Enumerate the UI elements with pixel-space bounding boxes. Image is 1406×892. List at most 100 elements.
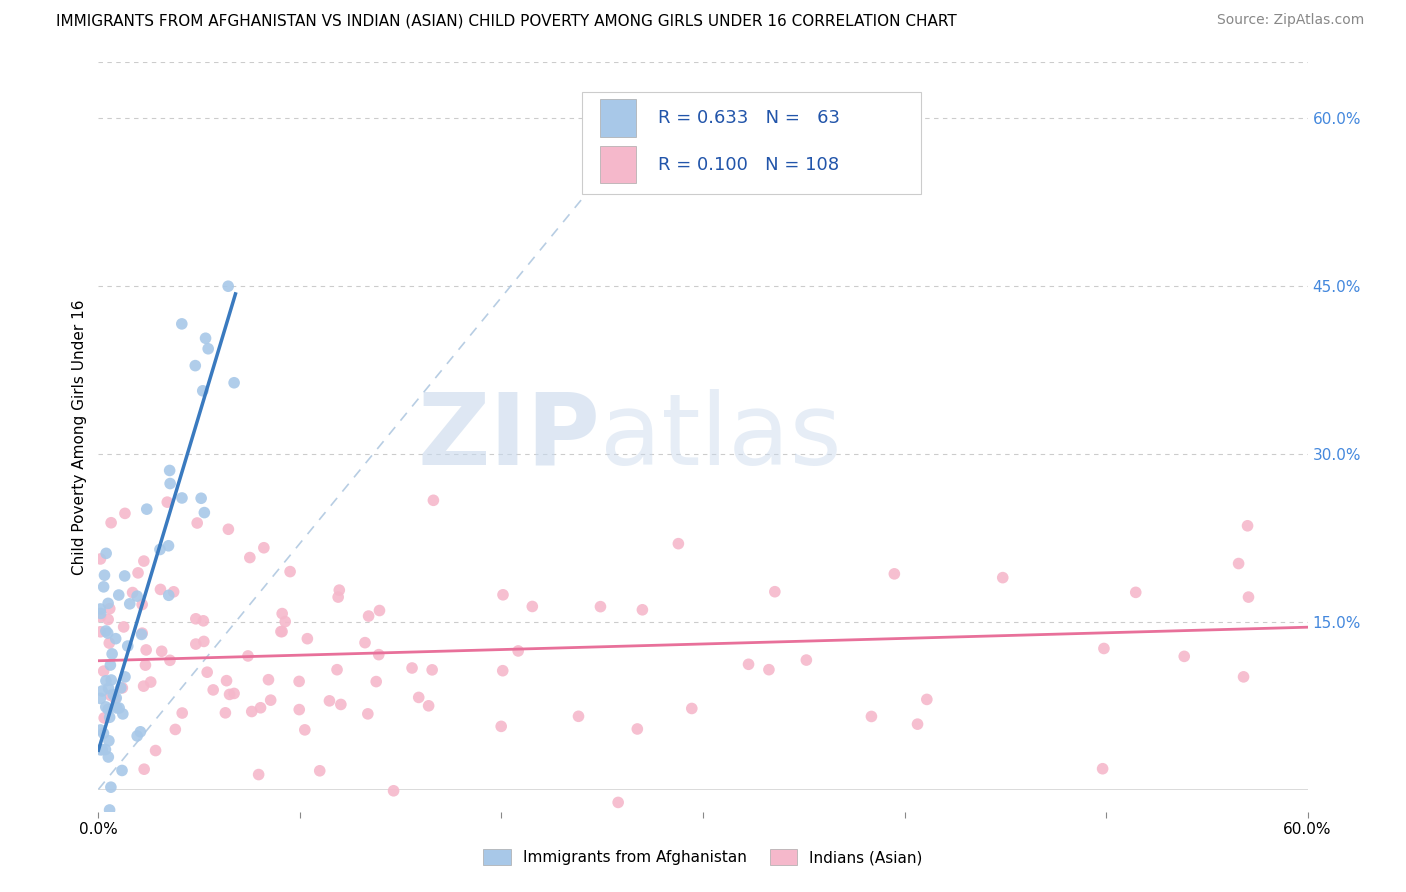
Point xyxy=(105,690,128,705)
Point xyxy=(1092,641,1115,656)
Point xyxy=(1091,762,1114,776)
Point xyxy=(224,376,246,390)
Point xyxy=(108,701,131,715)
Point xyxy=(114,569,136,583)
Point xyxy=(308,764,330,778)
Point xyxy=(288,703,311,717)
Point xyxy=(150,644,173,658)
Point xyxy=(991,571,1014,585)
Point xyxy=(91,684,114,698)
Point xyxy=(91,838,114,853)
Point xyxy=(100,780,122,794)
Point xyxy=(1125,585,1147,599)
Point xyxy=(239,550,262,565)
Point xyxy=(111,706,134,721)
Point xyxy=(98,601,121,615)
Point xyxy=(91,742,114,756)
Point xyxy=(94,742,117,756)
Point xyxy=(492,588,515,602)
Point xyxy=(156,495,179,509)
Point xyxy=(104,691,127,706)
Point xyxy=(97,626,120,640)
Point xyxy=(97,702,120,716)
Point xyxy=(111,681,134,695)
Point xyxy=(357,609,380,624)
Point xyxy=(191,384,214,398)
Point xyxy=(186,516,208,530)
Point xyxy=(249,700,271,714)
Point xyxy=(626,722,648,736)
Point xyxy=(149,542,172,557)
Point xyxy=(357,706,380,721)
Point xyxy=(114,507,136,521)
Point xyxy=(184,637,207,651)
Point xyxy=(89,609,111,624)
Point xyxy=(97,596,120,610)
Point xyxy=(184,612,207,626)
Point xyxy=(214,706,236,720)
Point xyxy=(366,674,388,689)
Point xyxy=(489,719,512,733)
Point xyxy=(274,615,297,629)
Point xyxy=(127,589,149,603)
Point xyxy=(89,743,111,757)
Point xyxy=(915,692,938,706)
Point xyxy=(190,491,212,506)
Point xyxy=(1237,590,1260,604)
Point xyxy=(522,599,544,614)
Point xyxy=(159,476,181,491)
Point xyxy=(217,522,239,536)
Point xyxy=(240,705,263,719)
Point xyxy=(105,701,128,715)
Point xyxy=(121,585,143,599)
Point xyxy=(270,624,292,639)
FancyBboxPatch shape xyxy=(600,99,637,136)
Point xyxy=(172,706,194,720)
Point xyxy=(93,726,115,740)
Point xyxy=(1236,518,1258,533)
Point xyxy=(135,643,157,657)
Point xyxy=(329,698,352,712)
Point xyxy=(318,694,340,708)
Point xyxy=(382,784,405,798)
Point xyxy=(97,613,120,627)
Point xyxy=(222,686,245,700)
Point xyxy=(1173,649,1195,664)
Point xyxy=(288,674,311,689)
Point xyxy=(97,750,120,764)
Point xyxy=(98,803,121,817)
Point xyxy=(114,670,136,684)
Point xyxy=(1227,557,1250,571)
Point xyxy=(758,663,780,677)
Point xyxy=(418,698,440,713)
Point xyxy=(184,359,207,373)
Text: R = 0.633   N =   63: R = 0.633 N = 63 xyxy=(658,109,841,128)
Point xyxy=(492,664,515,678)
Point xyxy=(247,767,270,781)
Point xyxy=(193,634,215,648)
Point xyxy=(104,632,127,646)
Point xyxy=(132,679,155,693)
Point xyxy=(294,723,316,737)
Point xyxy=(170,491,193,505)
Point xyxy=(98,658,121,673)
Point xyxy=(796,653,818,667)
Point xyxy=(354,635,377,649)
FancyBboxPatch shape xyxy=(582,93,921,194)
Point xyxy=(132,554,155,568)
Point xyxy=(89,691,111,706)
Point xyxy=(1232,670,1254,684)
Point xyxy=(131,627,153,641)
Point xyxy=(90,607,112,621)
Point xyxy=(89,624,111,639)
Point xyxy=(94,624,117,638)
Point xyxy=(408,690,430,705)
Point xyxy=(193,506,215,520)
Point xyxy=(98,838,121,853)
Point xyxy=(567,709,589,723)
Point xyxy=(260,693,283,707)
Point xyxy=(297,632,319,646)
Point xyxy=(89,552,111,566)
Text: R = 0.100   N = 108: R = 0.100 N = 108 xyxy=(658,156,839,174)
Point xyxy=(215,673,238,688)
